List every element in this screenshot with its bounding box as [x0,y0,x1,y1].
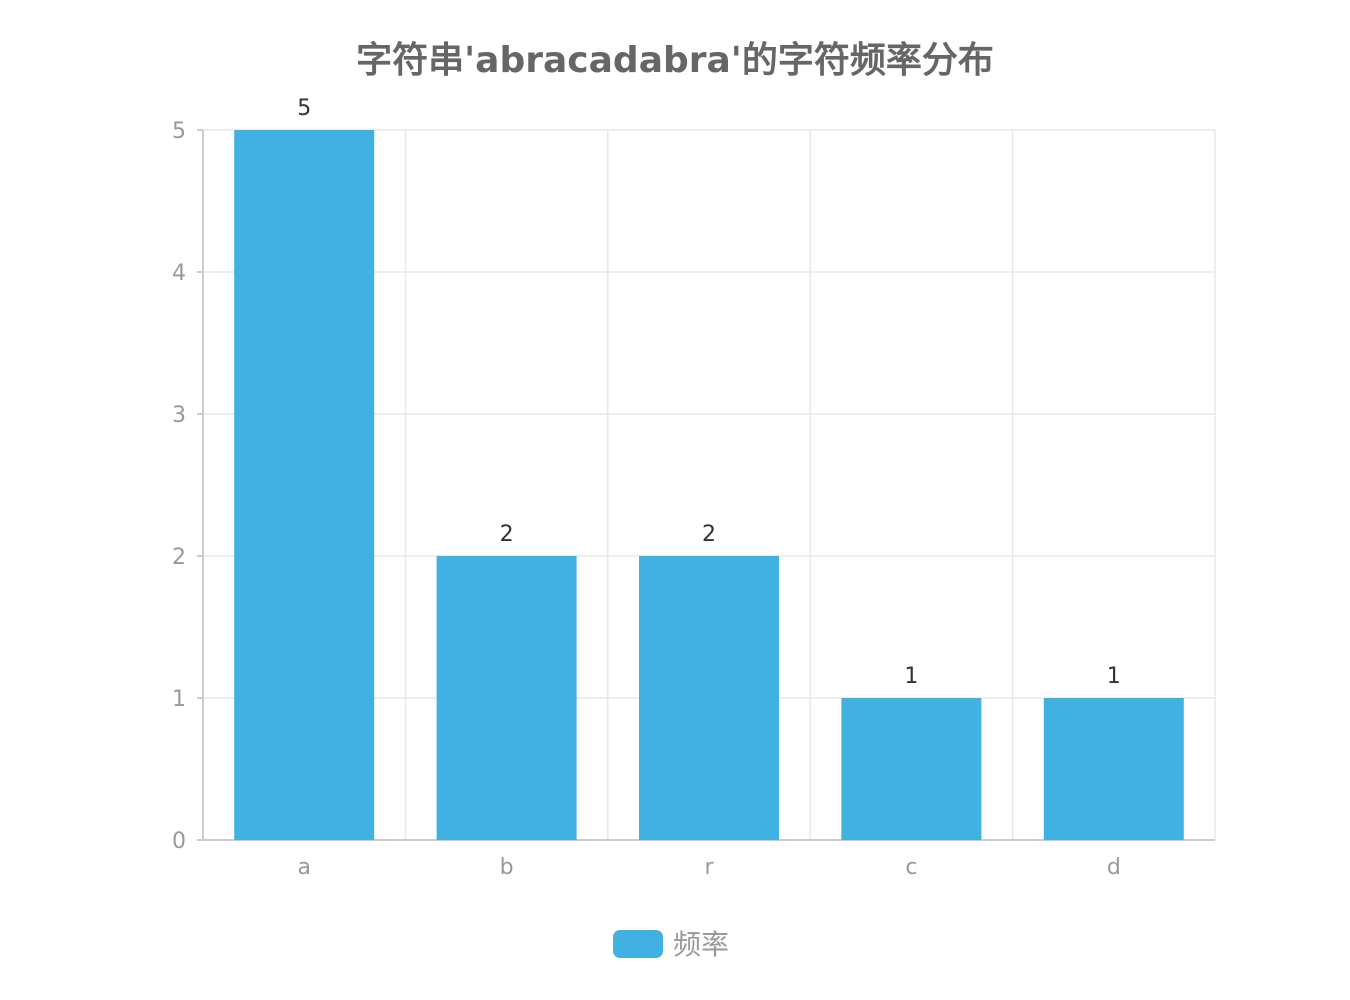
data-label-d: 1 [1107,664,1121,689]
bar-c[interactable] [841,698,982,840]
data-label-a: 5 [297,96,311,121]
bar-r[interactable] [639,556,779,840]
x-tick-label: r [704,855,714,880]
y-tick-label: 2 [172,545,186,570]
legend-label[interactable]: 频率 [673,928,729,961]
bars [234,130,1184,840]
data-label-r: 2 [702,522,716,547]
bar-a[interactable] [234,130,375,840]
x-tick-label: c [905,855,917,880]
data-labels: 5 2 2 1 1 [297,96,1121,689]
x-tick-label: b [500,855,514,880]
x-tick-label: a [297,855,310,880]
y-tick-label: 5 [172,119,186,144]
bar-d[interactable] [1043,698,1184,840]
chart-title: 字符串'abracadabra'的字符频率分布 [356,40,994,81]
y-tick-label: 3 [172,403,186,428]
legend[interactable]: 频率 [613,928,729,961]
bar-b[interactable] [436,556,577,840]
y-tick-label: 1 [172,687,186,712]
y-tick-label: 4 [172,261,186,286]
legend-swatch[interactable] [613,930,663,958]
y-tick-label: 0 [172,829,186,854]
data-label-c: 1 [904,664,918,689]
x-tick-label: d [1107,855,1121,880]
data-label-b: 2 [500,522,514,547]
